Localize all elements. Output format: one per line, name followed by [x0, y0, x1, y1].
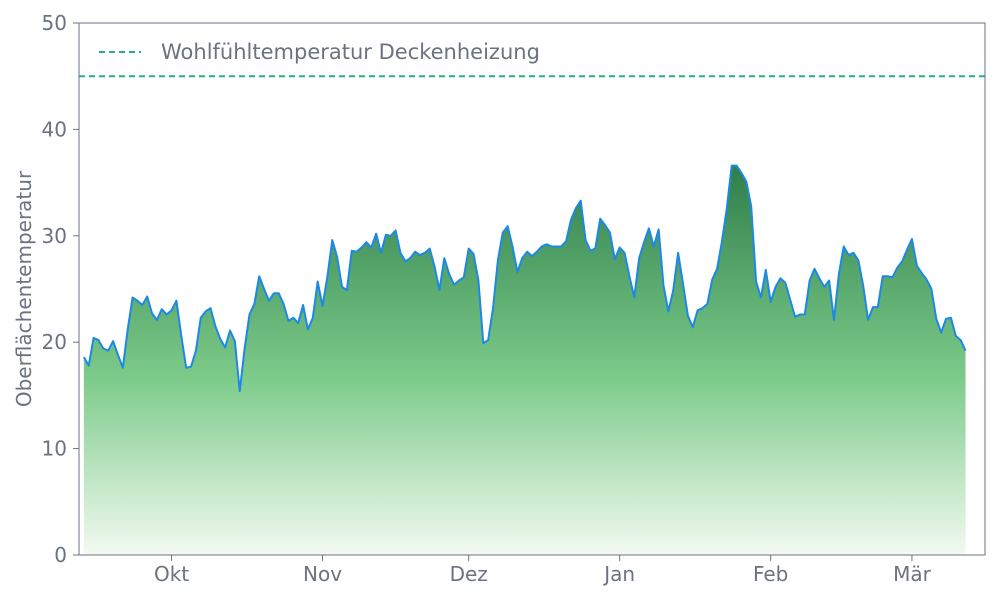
- y-tick-label: 0: [54, 543, 67, 567]
- plot-frame: [78, 22, 986, 556]
- series-line: [83, 164, 967, 393]
- legend: Wohlfühltemperatur Deckenheizung: [99, 40, 540, 64]
- y-tick-label: 30: [42, 224, 67, 248]
- series-area-fill: [83, 165, 966, 555]
- plot-area: [78, 22, 986, 556]
- x-tick-label: Okt: [154, 562, 189, 586]
- y-tick-label: 40: [42, 117, 67, 141]
- x-tick-label: Jan: [602, 562, 635, 586]
- y-axis-title: Oberflächentemperatur: [12, 170, 36, 407]
- y-tick-label: 20: [42, 330, 67, 354]
- x-tick-label: Mär: [893, 562, 932, 586]
- x-axis: Okt Nov Dez Jan Feb Mär: [154, 555, 932, 586]
- legend-label: Wohlfühltemperatur Deckenheizung: [161, 40, 540, 64]
- x-tick-label: Dez: [450, 562, 488, 586]
- x-tick-label: Feb: [753, 562, 788, 586]
- x-tick-label: Nov: [303, 562, 342, 586]
- y-tick-label: 50: [42, 11, 67, 35]
- y-axis: 0 10 20 30 40 50: [42, 11, 79, 567]
- y-tick-label: 10: [42, 437, 67, 461]
